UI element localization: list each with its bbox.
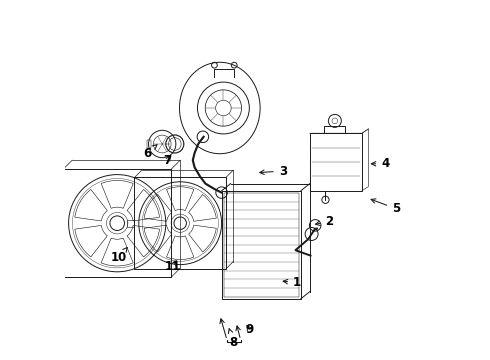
Text: 4: 4	[371, 157, 390, 170]
Text: 9: 9	[245, 323, 253, 336]
Bar	[127, 220, 134, 227]
Bar	[63, 169, 171, 277]
Bar	[310, 133, 362, 191]
Text: 1: 1	[283, 276, 301, 289]
Bar	[134, 177, 226, 269]
Bar	[324, 126, 345, 133]
Text: 6: 6	[143, 145, 157, 159]
Bar	[147, 140, 151, 148]
Text: 7: 7	[164, 154, 171, 167]
Text: 11: 11	[165, 260, 181, 273]
Text: 3: 3	[260, 165, 287, 177]
Bar	[224, 193, 298, 297]
Bar	[221, 191, 301, 299]
Text: 5: 5	[371, 199, 400, 215]
Text: 10: 10	[111, 247, 127, 264]
Bar	[54, 226, 63, 235]
Text: 8: 8	[228, 329, 238, 348]
Text: 2: 2	[316, 215, 334, 228]
Bar	[54, 212, 63, 220]
